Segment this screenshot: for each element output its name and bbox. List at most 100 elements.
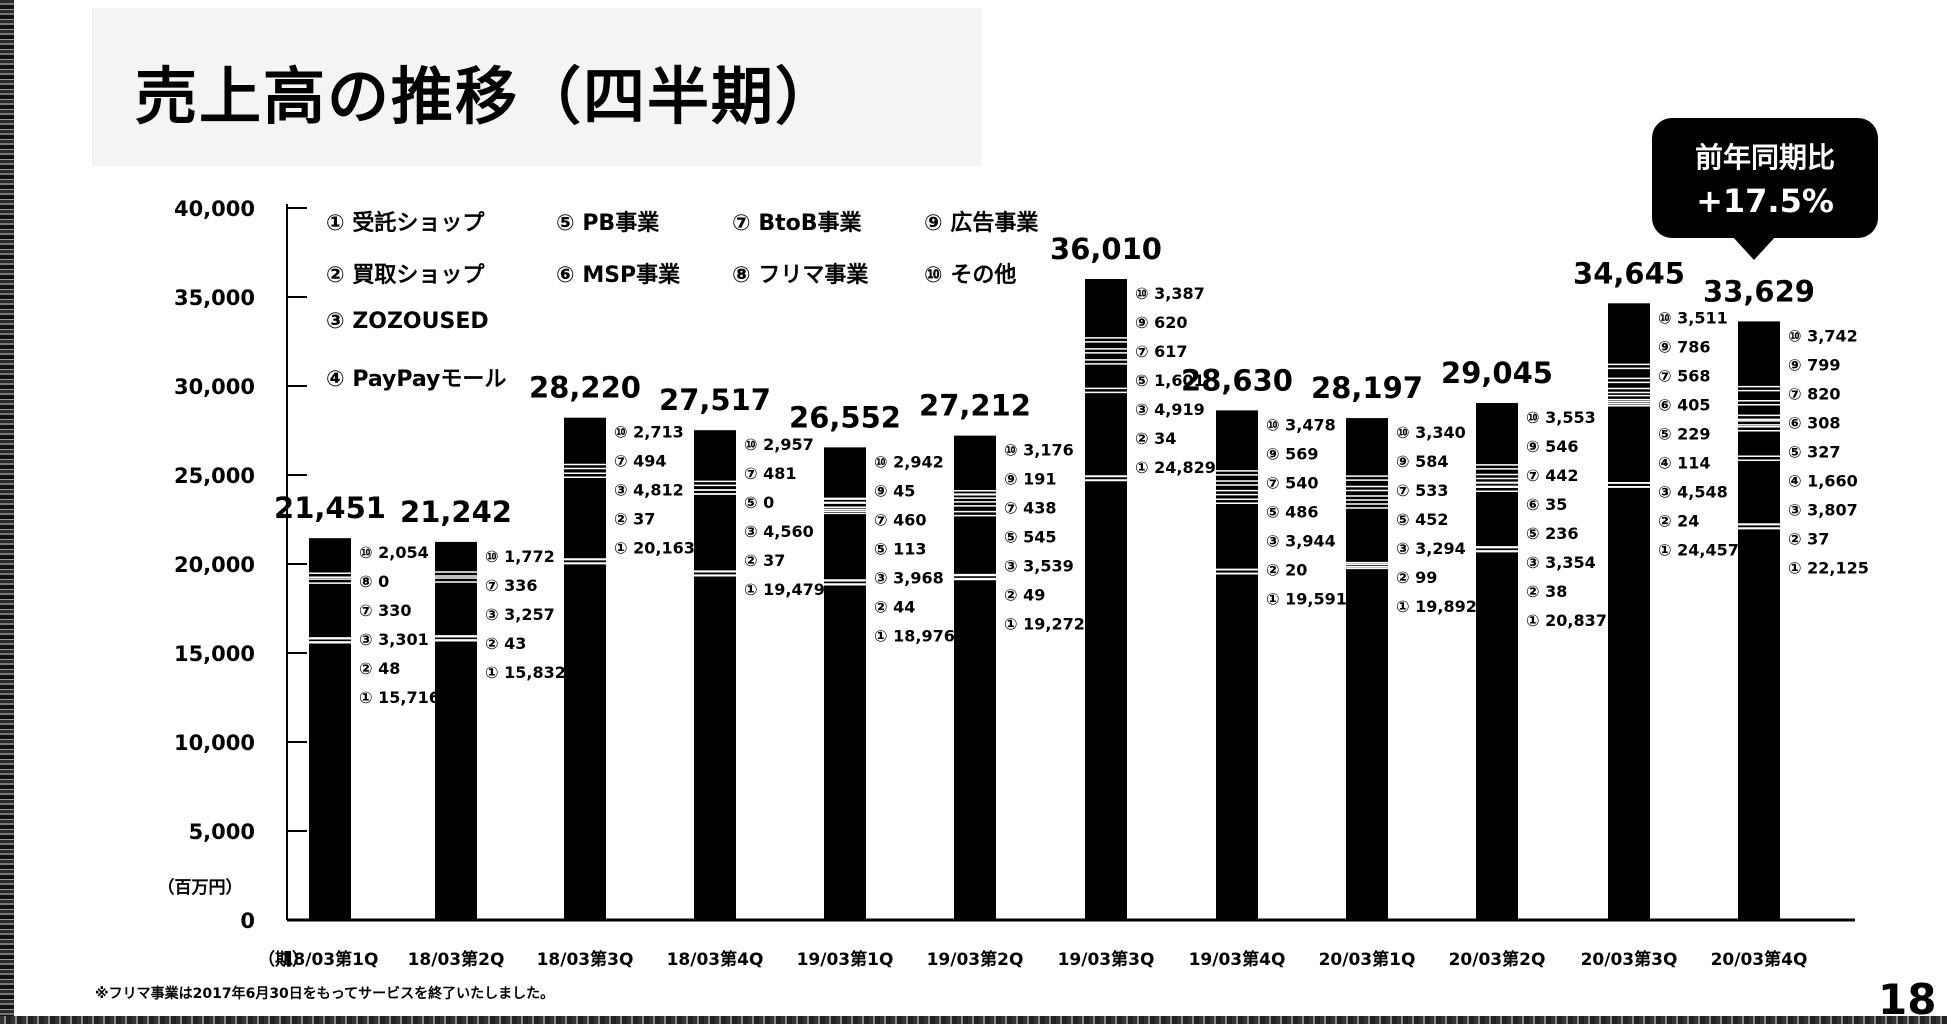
bar <box>564 417 606 920</box>
segment-label: ⑤ 0 <box>744 493 774 512</box>
legend-label: 広告事業 <box>950 211 1039 236</box>
legend-item-1: ① 受託ショップ <box>326 205 484 237</box>
segment-label: ③ 4,560 <box>744 522 814 541</box>
legend-marker: ⑥ <box>556 263 575 288</box>
y-tick-label: 0 <box>240 909 255 933</box>
segment-label: ④ 1,660 <box>1788 471 1858 490</box>
segment-label: ⑤ 1,601 <box>1135 371 1205 390</box>
bar-total-label: 21,451 <box>274 491 386 525</box>
segment-label: ② 24 <box>1658 511 1699 530</box>
segment-label: ⑩ 3,478 <box>1266 415 1336 434</box>
segment-label: ⑦ 330 <box>359 601 412 620</box>
segment-label: ② 37 <box>1788 529 1829 548</box>
segment-label: ⑩ 2,054 <box>359 543 429 562</box>
segment-label: ① 24,457 <box>1658 540 1739 559</box>
segment-label: ⑨ 191 <box>1004 470 1057 489</box>
segment-label: ⑦ 442 <box>1526 466 1579 485</box>
segment-label: ① 22,125 <box>1788 558 1869 577</box>
segment-label: ③ 3,294 <box>1396 539 1466 558</box>
legend-label: PayPayモール <box>352 367 507 392</box>
segment-label: ⑨ 45 <box>874 481 915 500</box>
bar-total-label: 29,045 <box>1441 356 1553 390</box>
segment-label: ⑩ 2,942 <box>874 452 944 471</box>
segment-label: ① 24,829 <box>1135 458 1216 477</box>
segment-label: ⑤ 545 <box>1004 528 1057 547</box>
segment-label: ① 18,976 <box>874 626 955 645</box>
legend-label: フリマ事業 <box>758 263 869 288</box>
x-tick-label: 18/03第1Q <box>282 949 379 970</box>
y-tick-label: 25,000 <box>174 464 255 488</box>
x-tick-label: 19/03第3Q <box>1058 949 1155 970</box>
legend-marker: ① <box>326 211 345 236</box>
bar-total-label: 33,629 <box>1703 274 1815 308</box>
segment-label: ⑨ 786 <box>1658 337 1711 356</box>
segment-label: ⑦ 336 <box>485 576 538 595</box>
bar <box>694 430 736 920</box>
legend-item-5: ⑤ PB事業 <box>556 205 659 237</box>
bar-total-label: 34,645 <box>1573 256 1685 290</box>
legend-marker: ⑦ <box>732 211 751 236</box>
segment-label: ⑨ 546 <box>1526 437 1579 456</box>
bar-total-label: 28,220 <box>529 371 641 405</box>
segment-label: ⑧ 0 <box>359 572 389 591</box>
bar <box>1476 402 1518 920</box>
legend-marker: ⑧ <box>732 263 751 288</box>
segment-label: ② 49 <box>1004 586 1045 605</box>
segment-label: ⑨ 584 <box>1396 452 1449 471</box>
segment-label: ② 34 <box>1135 429 1176 448</box>
legend-label: 受託ショップ <box>352 211 485 236</box>
y-tick-label: 30,000 <box>174 375 255 399</box>
bar <box>824 447 866 920</box>
segment-label: ② 38 <box>1526 582 1567 601</box>
segment-label: ③ 3,301 <box>359 630 429 649</box>
bar <box>309 538 351 920</box>
segment-label: ⑤ 236 <box>1526 524 1579 543</box>
bar <box>1085 279 1127 921</box>
segment-label: ⑦ 540 <box>1266 473 1319 492</box>
x-axis-prefix: （期） <box>258 949 309 970</box>
legend-item-2: ② 買取ショップ <box>326 257 484 289</box>
segment-label: ③ 4,548 <box>1658 482 1728 501</box>
legend-label: PB事業 <box>582 211 660 236</box>
bar <box>1216 410 1258 920</box>
x-tick-label: 18/03第4Q <box>667 949 764 970</box>
segment-label: ③ 3,354 <box>1526 553 1596 572</box>
segment-label: ② 43 <box>485 634 526 653</box>
x-tick-label: 20/03第4Q <box>1711 949 1808 970</box>
bar <box>435 541 477 920</box>
y-tick-label: 40,000 <box>174 197 255 221</box>
segment-label: ① 19,272 <box>1004 615 1085 634</box>
x-tick-label: 18/03第2Q <box>408 949 505 970</box>
legend-marker: ② <box>326 263 345 288</box>
segment-label: ⑦ 494 <box>614 452 667 471</box>
legend-item-4: ④ PayPayモール <box>326 361 506 393</box>
bar-total-label: 21,242 <box>400 495 512 529</box>
segment-label: ② 20 <box>1266 560 1307 579</box>
segment-label: ⑩ 1,772 <box>485 547 555 566</box>
segment-label: ① 20,837 <box>1526 611 1607 630</box>
segment-label: ① 20,163 <box>614 539 695 558</box>
page-number: 18 <box>1878 975 1937 1024</box>
scan-edge-bottom <box>0 1016 1947 1024</box>
y-tick-label: 15,000 <box>174 642 255 666</box>
x-tick-label: 19/03第2Q <box>927 949 1024 970</box>
segment-label: ⑩ 2,713 <box>614 423 684 442</box>
x-tick-label: 20/03第1Q <box>1319 949 1416 970</box>
segment-label: ⑦ 438 <box>1004 499 1057 518</box>
x-tick-label: 18/03第3Q <box>537 949 634 970</box>
segment-label: ② 37 <box>744 551 785 570</box>
segment-label: ⑩ 2,957 <box>744 435 814 454</box>
segment-label: ① 19,479 <box>744 580 825 599</box>
segment-label: ⑨ 620 <box>1135 313 1188 332</box>
segment-label: ② 37 <box>614 510 655 529</box>
bar <box>1738 321 1780 920</box>
y-tick-label: 20,000 <box>174 553 255 577</box>
segment-label: ② 99 <box>1396 568 1437 587</box>
legend-item-9: ⑨ 広告事業 <box>924 205 1038 237</box>
segment-label: ③ 3,807 <box>1788 500 1858 519</box>
legend-marker: ③ <box>326 309 345 334</box>
segment-label: ③ 3,968 <box>874 568 944 587</box>
callout-label: 前年同期比 <box>1694 141 1835 174</box>
segment-label: ⑥ 35 <box>1526 495 1567 514</box>
legend-label: BtoB事業 <box>758 211 862 236</box>
